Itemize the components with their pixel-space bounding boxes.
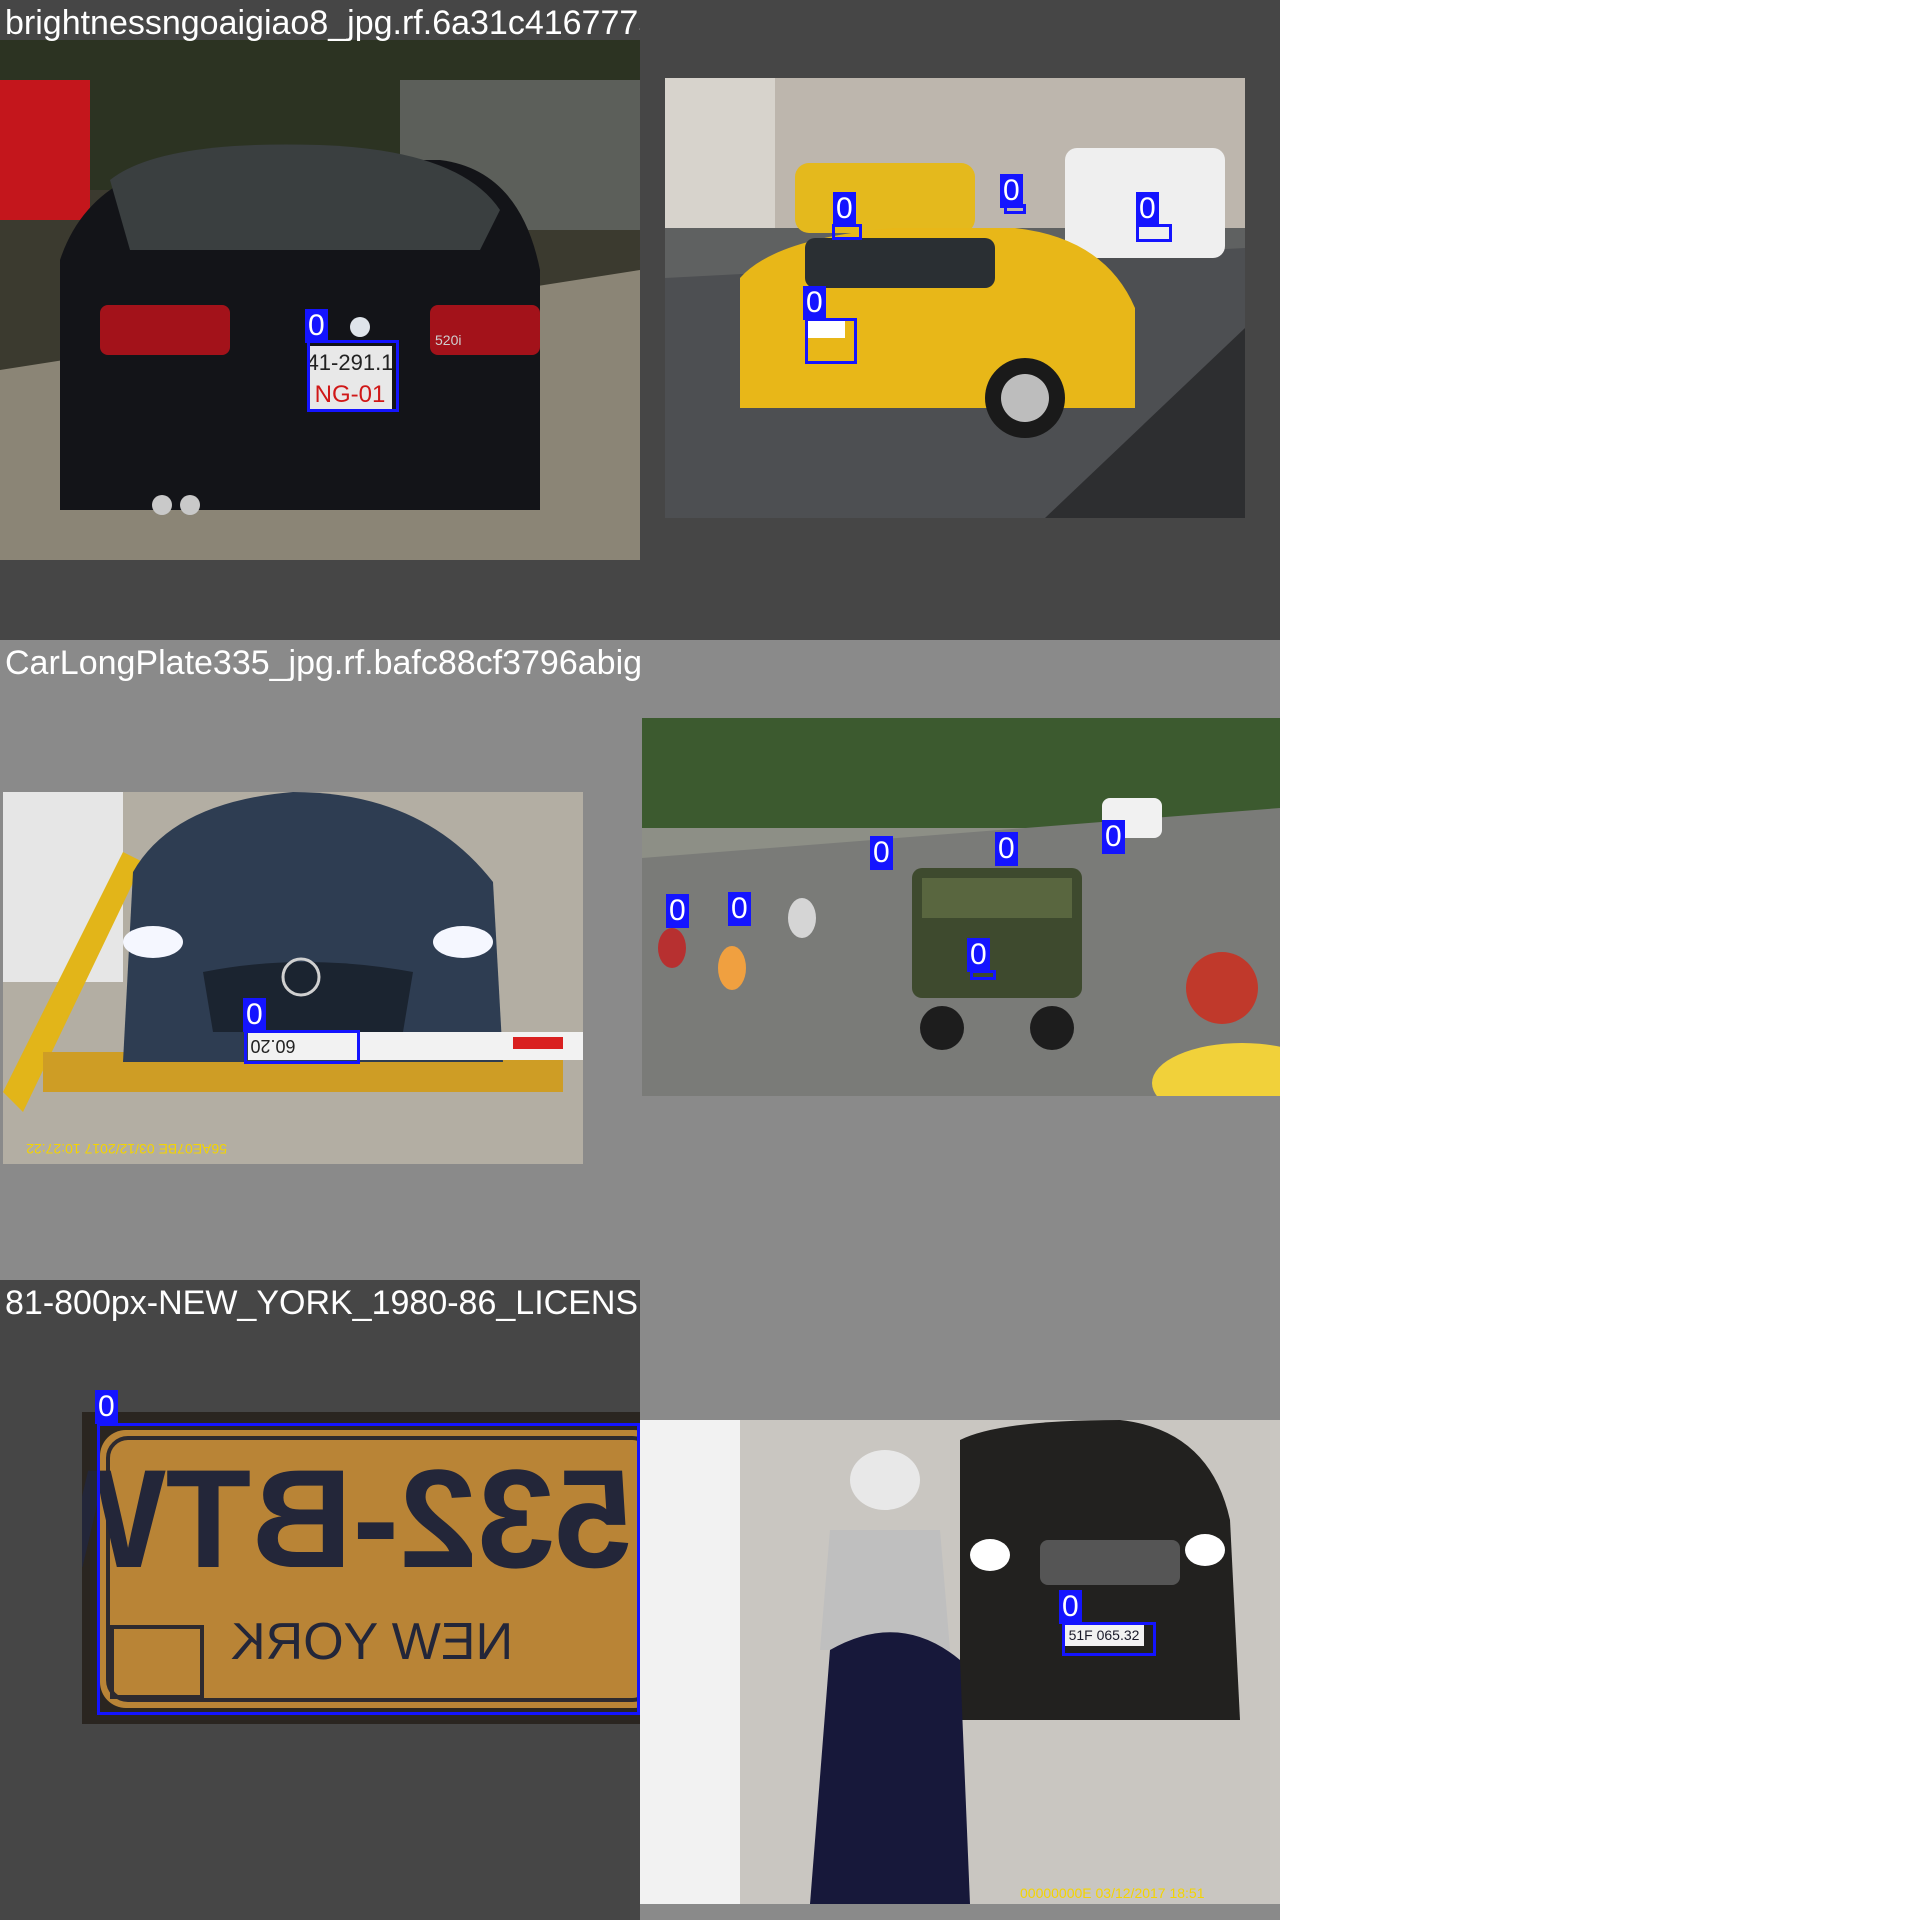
detection-label: 0 — [666, 894, 689, 928]
tile-title: brightnessngoaigiao8_jpg.rf.6a31c4167775… — [5, 4, 640, 42]
detection-label: 0 — [728, 892, 751, 926]
mosaic-tile-5: 6532-BTW NEW YORK 0 81-800px-NEW_YORK_19… — [0, 1280, 640, 1920]
ny-plate-state: NEW YORK — [231, 1613, 514, 1671]
detection-label: 0 — [833, 192, 856, 226]
detection-label: 0 — [1102, 820, 1125, 854]
detection-label: 0 — [967, 938, 990, 972]
mosaic-tile-3: 60.20 56AE07BE 03/12/2017 10:27:22 0 Car… — [0, 640, 640, 1280]
mazda-timestamp: 56AE07BE 03/12/2017 10:27:22 — [26, 1141, 227, 1157]
mazda-plate-text: 60.20 — [250, 1036, 295, 1056]
detection-box — [805, 318, 857, 364]
ny-plate-number: 6532-BTW — [82, 1440, 640, 1597]
detection-box — [1136, 224, 1172, 242]
detection-box — [307, 340, 399, 412]
bmw-model-badge: 520i — [435, 332, 461, 348]
detection-label: 0 — [95, 1390, 118, 1424]
detection-box — [832, 224, 862, 240]
mosaic-tile-6: 51F 065.32 00000000E 03/12/2017 18:51 0 — [640, 1280, 1280, 1920]
detection-label: 0 — [803, 286, 826, 320]
chevy-plate-text: 51F 065.32 — [1069, 1627, 1140, 1643]
detection-box — [244, 1030, 360, 1064]
civic-photo — [665, 78, 1245, 518]
chevy-timestamp: 00000000E 03/12/2017 18:51 — [1020, 1885, 1205, 1901]
bmw-plate-top-text: 41-291.1 — [307, 350, 394, 375]
detection-label: 0 — [1136, 192, 1159, 226]
mazda-photo: 60.20 56AE07BE 03/12/2017 10:27:22 — [3, 792, 583, 1164]
ny-plate-photo: 6532-BTW NEW YORK — [82, 1412, 640, 1724]
mosaic-tile-1: 41-291.1 NG-01 520i 0 brightnessngoaigia… — [0, 0, 640, 640]
tile-title: 81-800px-NEW_YORK_1980-86_LICENSE_PLATEG… — [5, 1284, 640, 1322]
detection-label: 0 — [1059, 1590, 1082, 1624]
chevy-photo: 51F 065.32 00000000E 03/12/2017 18:51 — [640, 1420, 1280, 1904]
bmw-photo: 41-291.1 NG-01 520i — [0, 40, 640, 560]
detection-label: 0 — [870, 836, 893, 870]
mosaic-tile-4: 0 0 0 0 0 0 — [640, 640, 1280, 1280]
bmw-plate-bottom-text: NG-01 — [315, 381, 386, 408]
detection-label: 0 — [305, 309, 328, 343]
tile-title: CarLongPlate335_jpg.rf.bafc88cf3796abigb… — [5, 644, 640, 682]
detection-label: 0 — [1000, 174, 1023, 208]
detection-label: 0 — [995, 832, 1018, 866]
detection-label: 0 — [243, 998, 266, 1032]
detection-box — [97, 1423, 640, 1715]
detection-box — [1062, 1622, 1156, 1656]
mosaic-tile-2: 0 0 0 0 — [640, 0, 1280, 640]
